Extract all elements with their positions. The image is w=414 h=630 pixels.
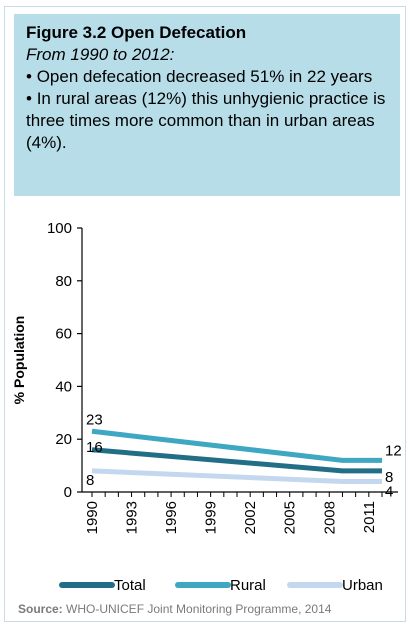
line-chart: 0 20 40 60 80 100 1990 1993 1996 1999 2002 2005 200…: [11, 220, 402, 594]
source-text: WHO-UNICEF Joint Monitoring Programme, 2…: [66, 602, 332, 616]
figure-header-box: Figure 3.2 Open Defecation From 1990 to …: [14, 14, 400, 196]
series-lines: [91, 428, 382, 484]
y-tick-label: 0: [64, 484, 72, 501]
y-tick-label: 60: [55, 326, 72, 343]
y-tick-label: 100: [47, 220, 72, 237]
figure-subtitle: From 1990 to 2012:: [26, 45, 175, 64]
legend-label: Total: [114, 577, 146, 594]
y-tick-label: 40: [55, 378, 72, 395]
x-tick-label: 1996: [163, 501, 180, 534]
x-axis: 1990 1993 1996 1999 2002 2005 2008 2011: [82, 491, 398, 534]
source-note: Source: WHO-UNICEF Joint Monitoring Prog…: [18, 602, 331, 616]
figure-bullets: Open defecation decreased 51% in 22 year…: [26, 66, 388, 154]
x-tick-label: 1999: [203, 501, 220, 534]
y-axis: 0 20 40 60 80 100: [47, 220, 83, 501]
series-line-total: [91, 447, 382, 474]
data-label-start: 8: [86, 472, 94, 489]
x-tick-label: 1993: [124, 501, 141, 534]
legend-label: Rural: [230, 577, 266, 594]
series-line-urban: [91, 468, 382, 484]
data-label-start: 23: [86, 411, 103, 428]
series-line-rural: [91, 428, 382, 463]
data-label-end: 12: [385, 442, 402, 459]
data-label-start: 16: [86, 439, 103, 456]
x-tick-label: 1990: [84, 501, 101, 534]
x-tick-label: 2005: [282, 501, 299, 534]
y-tick-label: 20: [55, 431, 72, 448]
x-tick-label: 2008: [321, 501, 338, 534]
x-tick-label: 2011: [361, 501, 378, 533]
y-tick-label: 80: [55, 273, 72, 290]
x-tick-label: 2002: [242, 501, 259, 534]
legend: Total Rural Urban: [59, 577, 383, 594]
legend-label: Urban: [342, 577, 383, 594]
figure-title: Figure 3.2 Open Defecation: [26, 23, 247, 42]
source-label: Source:: [18, 602, 63, 616]
data-label-end: 8: [385, 469, 393, 486]
y-axis-label: % Population: [11, 316, 27, 405]
bullet-item: Open defecation decreased 51% in 22 year…: [26, 66, 388, 88]
bullet-item: In rural areas (12%) this unhygienic pra…: [26, 88, 388, 154]
data-label-end: 4: [385, 483, 393, 500]
